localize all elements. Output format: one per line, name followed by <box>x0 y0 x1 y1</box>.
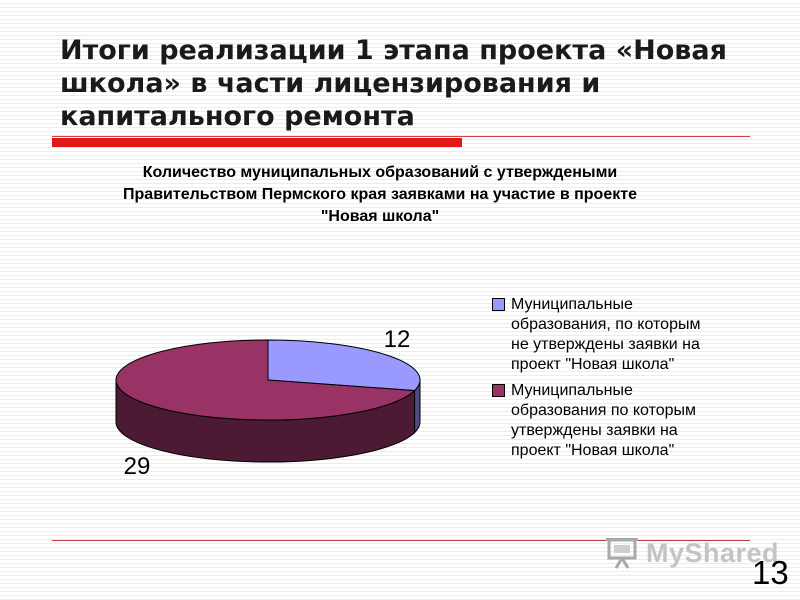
title-rule-thick <box>52 138 462 147</box>
pie-slice-not-approved <box>267 339 421 392</box>
legend-label-approved: Муниципальные образования по которым утв… <box>511 382 697 459</box>
pie-slice-approved <box>115 339 416 421</box>
watermark: MyShared <box>604 536 779 572</box>
data-label-approved: 29 <box>124 453 151 480</box>
chart-title: Количество муниципальных образований с у… <box>123 164 637 225</box>
data-label-not-approved: 12 <box>384 326 411 353</box>
chart-legend: Муниципальные образования, по которым не… <box>492 295 722 467</box>
title-rule-thin <box>52 136 750 137</box>
legend-swatch-not-approved <box>492 298 505 311</box>
slide-number: 13 <box>752 554 789 591</box>
legend-item-approved: Муниципальные образования по которым утв… <box>492 381 722 461</box>
presentation-icon <box>606 538 638 569</box>
legend-label-not-approved: Муниципальные образования, по которым не… <box>511 296 701 373</box>
watermark-logo-text: MyShared <box>646 538 780 568</box>
bottom-rule <box>52 540 750 541</box>
slide-title: Итоги реализации 1 этапа проекта «Новая … <box>60 35 727 132</box>
legend-swatch-approved <box>492 384 505 397</box>
legend-item-not-approved: Муниципальные образования, по которым не… <box>492 295 722 375</box>
